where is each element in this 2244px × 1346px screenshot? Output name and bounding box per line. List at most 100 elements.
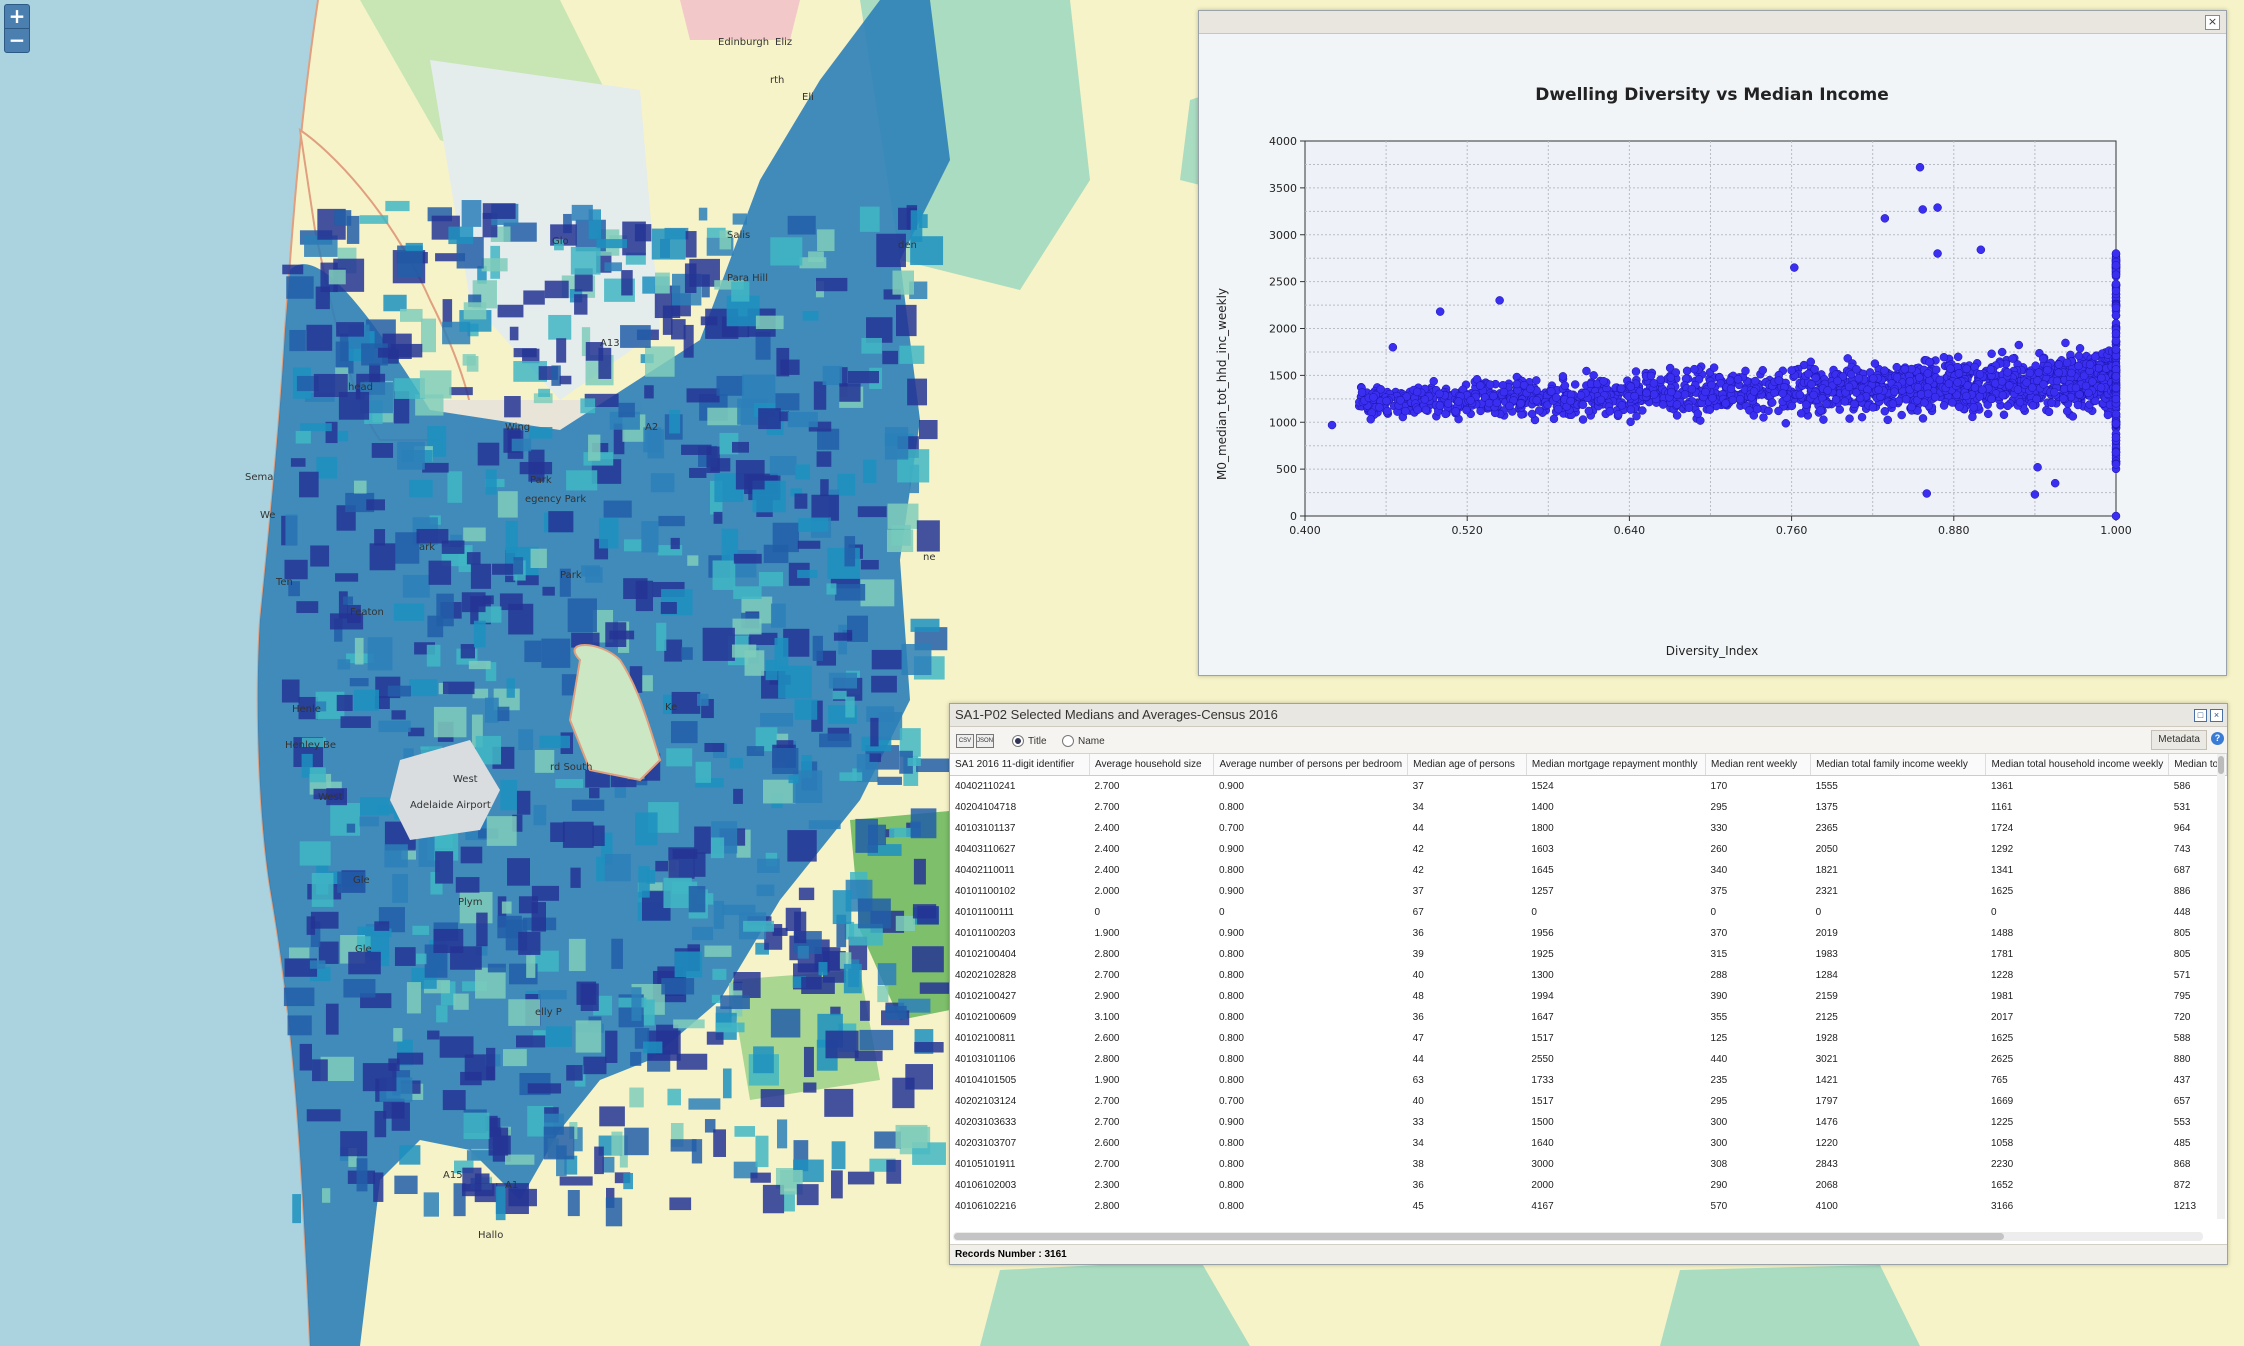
choropleth-cell[interactable] (435, 253, 466, 262)
data-point[interactable] (1576, 391, 1586, 400)
data-point[interactable] (1962, 364, 1971, 374)
choropleth-cell[interactable] (580, 398, 596, 414)
choropleth-cell[interactable] (304, 235, 338, 257)
column-header[interactable]: Average household size (1089, 754, 1215, 776)
data-point[interactable] (1913, 383, 1923, 392)
table-row[interactable]: 40102100427 2.900 0.800 48 1994 390 2159 1981 79… (950, 986, 2227, 1007)
data-point[interactable] (2014, 340, 2024, 350)
choropleth-cell[interactable] (502, 1049, 527, 1067)
table-row[interactable]: 40102100811 2.600 0.800 47 1517 125 1928 1625 58… (950, 1028, 2227, 1049)
data-point[interactable] (1953, 378, 1962, 387)
data-point[interactable] (1680, 390, 1690, 399)
choropleth-cell[interactable] (337, 871, 366, 893)
choropleth-cell[interactable] (899, 728, 921, 757)
data-point[interactable] (1901, 395, 1911, 404)
choropleth-cell[interactable] (282, 264, 304, 275)
choropleth-cell[interactable] (671, 319, 686, 340)
data-point[interactable] (1933, 203, 1942, 212)
choropleth-cell[interactable] (630, 1051, 642, 1066)
data-point[interactable] (1435, 401, 1445, 410)
choropleth-cell[interactable] (475, 967, 506, 999)
table-row[interactable]: 40402110011 2.400 0.800 42 1645 340 1821 1341 68… (950, 860, 2227, 881)
choropleth-cell[interactable] (655, 272, 670, 294)
choropleth-cell[interactable] (337, 659, 351, 670)
choropleth-cell[interactable] (292, 1194, 302, 1224)
choropleth-cell[interactable] (548, 511, 574, 533)
choropleth-cell[interactable] (877, 963, 897, 986)
choropleth-cell[interactable] (676, 1053, 708, 1070)
data-point[interactable] (1888, 399, 1898, 408)
choropleth-cell[interactable] (508, 999, 541, 1026)
choropleth-cell[interactable] (743, 920, 774, 932)
choropleth-cell[interactable] (660, 602, 677, 614)
choropleth-cell[interactable] (447, 471, 463, 503)
table-row[interactable]: 40102100404 2.800 0.800 39 1925 315 1983 1781 80… (950, 944, 2227, 965)
choropleth-cell[interactable] (843, 963, 862, 994)
choropleth-cell[interactable] (808, 820, 841, 830)
choropleth-cell[interactable] (733, 788, 743, 804)
data-point[interactable] (1997, 347, 2007, 357)
data-point[interactable] (1626, 405, 1636, 414)
data-point[interactable] (1687, 384, 1697, 394)
choropleth-cell[interactable] (863, 459, 877, 484)
choropleth-cell[interactable] (326, 781, 342, 793)
choropleth-cell[interactable] (867, 844, 902, 856)
choropleth-cell[interactable] (486, 1047, 496, 1081)
choropleth-cell[interactable] (571, 204, 593, 221)
data-point[interactable] (1388, 343, 1398, 352)
choropleth-cell[interactable] (300, 423, 332, 432)
choropleth-cell[interactable] (562, 821, 594, 848)
choropleth-cell[interactable] (801, 754, 813, 779)
choropleth-cell[interactable] (855, 818, 878, 853)
data-point[interactable] (1764, 406, 1773, 416)
choropleth-cell[interactable] (322, 1188, 331, 1203)
data-point[interactable] (2090, 352, 2100, 362)
data-point[interactable] (2111, 260, 2121, 270)
data-point[interactable] (2111, 249, 2121, 258)
data-point[interactable] (1920, 398, 1929, 407)
choropleth-cell[interactable] (585, 342, 604, 361)
radio-name[interactable] (1062, 735, 1074, 747)
choropleth-cell[interactable] (554, 239, 564, 251)
data-point[interactable] (1869, 374, 1878, 383)
choropleth-cell[interactable] (604, 262, 622, 272)
choropleth-cell[interactable] (794, 699, 818, 720)
choropleth-cell[interactable] (913, 858, 926, 885)
choropleth-cell[interactable] (372, 410, 394, 423)
choropleth-cell[interactable] (787, 411, 818, 428)
choropleth-cell[interactable] (834, 584, 866, 601)
choropleth-cell[interactable] (571, 799, 605, 811)
data-point[interactable] (2044, 407, 2054, 417)
data-point[interactable] (1429, 376, 1438, 386)
choropleth-cell[interactable] (763, 779, 796, 804)
choropleth-cell[interactable] (416, 528, 449, 544)
choropleth-cell[interactable] (704, 945, 732, 957)
choropleth-cell[interactable] (315, 701, 327, 712)
choropleth-cell[interactable] (629, 1087, 644, 1108)
choropleth-cell[interactable] (884, 427, 909, 460)
choropleth-cell[interactable] (769, 456, 797, 476)
choropleth-cell[interactable] (605, 622, 627, 648)
choropleth-cell[interactable] (418, 833, 435, 867)
json-export-icon[interactable]: JSON (976, 734, 994, 748)
data-point[interactable] (1357, 388, 1367, 397)
choropleth-cell[interactable] (383, 294, 407, 312)
choropleth-cell[interactable] (662, 305, 673, 335)
choropleth-cell[interactable] (354, 637, 364, 665)
choropleth-cell[interactable] (426, 644, 441, 667)
choropleth-cell[interactable] (685, 231, 697, 258)
data-point[interactable] (1781, 419, 1791, 428)
choropleth-cell[interactable] (672, 849, 698, 859)
choropleth-cell[interactable] (408, 727, 425, 737)
choropleth-cell[interactable] (470, 563, 492, 589)
choropleth-cell[interactable] (599, 518, 619, 549)
data-point[interactable] (1939, 352, 1949, 362)
choropleth-cell[interactable] (859, 1029, 894, 1051)
choropleth-cell[interactable] (283, 987, 315, 1007)
choropleth-cell[interactable] (468, 660, 491, 670)
choropleth-cell[interactable] (542, 586, 555, 596)
data-point[interactable] (1987, 349, 1996, 359)
data-point[interactable] (2111, 394, 2121, 404)
choropleth-cell[interactable] (813, 381, 827, 410)
data-point[interactable] (1811, 373, 1820, 383)
